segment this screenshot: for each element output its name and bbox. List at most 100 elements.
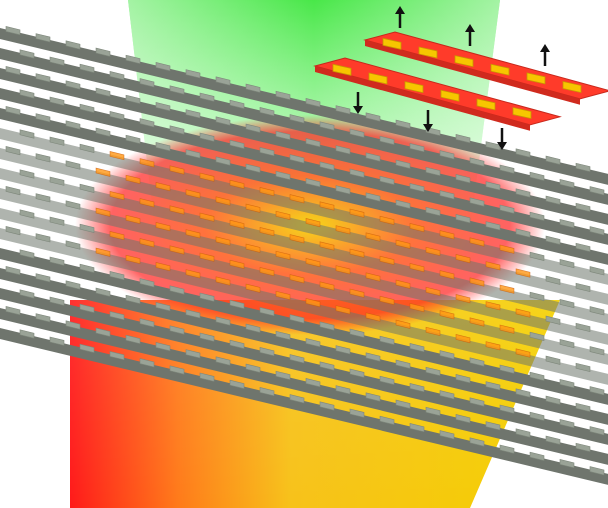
block: [79, 343, 95, 353]
block: [199, 332, 215, 342]
block: [529, 451, 545, 461]
block: [559, 219, 575, 229]
block: [545, 155, 561, 165]
yellow-block: [476, 98, 496, 111]
block: [455, 214, 471, 224]
block: [485, 341, 501, 351]
block: [529, 211, 545, 221]
block: [499, 244, 515, 254]
block: [229, 99, 245, 109]
block: [155, 222, 171, 232]
block: [49, 216, 65, 226]
block: [199, 292, 215, 302]
arrow-head: [353, 106, 363, 114]
block: [499, 164, 515, 174]
block: [349, 128, 365, 138]
block: [515, 428, 531, 438]
block: [589, 186, 605, 196]
block: [575, 442, 591, 453]
block: [275, 250, 291, 261]
block: [545, 435, 561, 445]
block: [365, 232, 381, 242]
block: [139, 278, 155, 288]
block: [125, 174, 141, 185]
block: [139, 238, 155, 248]
block: [559, 179, 575, 189]
block: [199, 372, 215, 382]
block: [499, 404, 515, 414]
block: [319, 361, 335, 371]
block: [49, 136, 65, 146]
block: [335, 105, 351, 115]
block: [185, 229, 201, 239]
block: [65, 120, 81, 130]
block: [169, 85, 185, 95]
strip: [0, 68, 608, 225]
block: [499, 364, 515, 374]
block: [439, 390, 455, 400]
block: [575, 282, 591, 293]
block: [409, 263, 425, 273]
block: [425, 286, 441, 297]
block: [395, 359, 411, 369]
block: [559, 259, 575, 269]
block: [5, 26, 21, 36]
block: [469, 437, 485, 447]
block: [499, 324, 515, 334]
block: [185, 69, 201, 79]
yellow-block: [418, 46, 438, 59]
block: [215, 276, 231, 286]
block: [395, 199, 411, 209]
strip: [0, 248, 608, 405]
block: [275, 170, 291, 181]
block: [335, 145, 351, 155]
block: [169, 165, 185, 175]
block: [139, 198, 155, 208]
top-strips: [313, 6, 608, 150]
arrow-head: [540, 44, 550, 52]
block: [319, 161, 335, 171]
block: [215, 156, 231, 166]
block: [169, 325, 185, 335]
block: [379, 255, 395, 265]
block: [349, 368, 365, 378]
block: [379, 375, 395, 385]
block: [65, 80, 81, 90]
block: [395, 159, 411, 169]
strip: [0, 48, 608, 205]
block: [199, 212, 215, 222]
block: [215, 196, 231, 206]
block: [79, 263, 95, 273]
block: [455, 294, 471, 304]
block: [95, 87, 111, 97]
block: [229, 339, 245, 349]
block: [19, 329, 35, 339]
block: [95, 287, 111, 297]
block: [155, 342, 171, 352]
block: [589, 226, 605, 236]
block: [49, 256, 65, 266]
block: [185, 309, 201, 319]
block: [35, 313, 51, 323]
block: [5, 186, 21, 196]
block: [305, 338, 321, 348]
block: [305, 298, 321, 308]
block: [485, 301, 501, 311]
yellow-block: [526, 72, 546, 85]
block: [559, 419, 575, 429]
block: [169, 205, 185, 215]
strip: [0, 168, 608, 325]
block: [35, 153, 51, 163]
block: [455, 414, 471, 424]
yellow-block: [368, 72, 388, 85]
block: [349, 288, 365, 298]
block: [109, 271, 125, 281]
block: [335, 225, 351, 235]
block: [365, 192, 381, 202]
block: [559, 379, 575, 389]
block: [575, 202, 591, 213]
block: [49, 96, 65, 106]
block: [65, 280, 81, 290]
block: [349, 248, 365, 258]
